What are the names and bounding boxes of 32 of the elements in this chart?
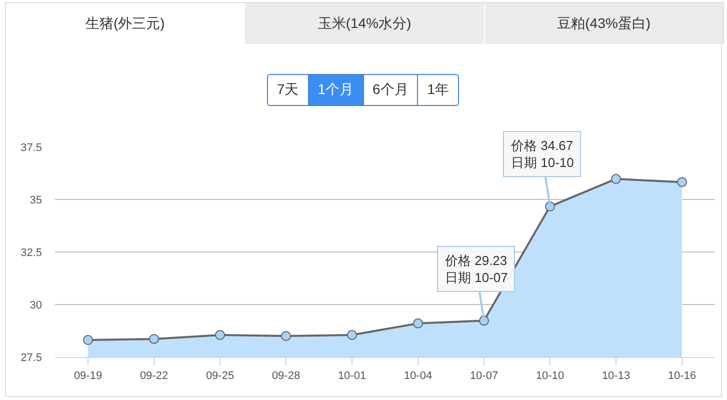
y-tick-label: 35 [30,194,42,206]
x-tick-label: 09-28 [272,370,300,382]
point [281,331,291,341]
text: 1年 [417,74,460,106]
text: 6个月 [362,74,418,106]
x-tick-label: 09-19 [74,370,102,382]
text: 1个月 [308,74,364,106]
annotation: 价格 29.23 日期 10-07 [444,253,508,285]
x-tick-label: 09-22 [140,370,168,382]
y-tick-label: 27.5 [20,352,42,364]
x-tick-label: 10-13 [602,370,630,382]
y-tick-label: 37.5 [20,142,42,154]
x-tick-label: 10-10 [536,370,564,382]
x-tick-label: 10-01 [338,370,366,382]
point [149,334,159,344]
y-tick-label: 32.5 [20,246,42,259]
text: 7天 [266,74,309,106]
point [347,330,357,340]
y-tick-label: 30 [30,299,42,312]
text: 豆粕(43%蛋白) [484,3,723,44]
point [611,174,621,184]
text: 玉米(14%水分) [244,3,484,44]
point [677,177,687,188]
point [215,330,225,340]
x-tick-label: 10-07 [470,370,498,382]
text: 生猪(外三元) [6,3,244,44]
x-tick-label: 10-04 [404,370,432,382]
point [413,318,423,328]
x-tick-label: 10-16 [668,370,696,382]
annotation: 价格 34.67 日期 10-10 [510,138,574,170]
point [83,334,93,345]
x-tick-label: 09-25 [206,370,234,382]
